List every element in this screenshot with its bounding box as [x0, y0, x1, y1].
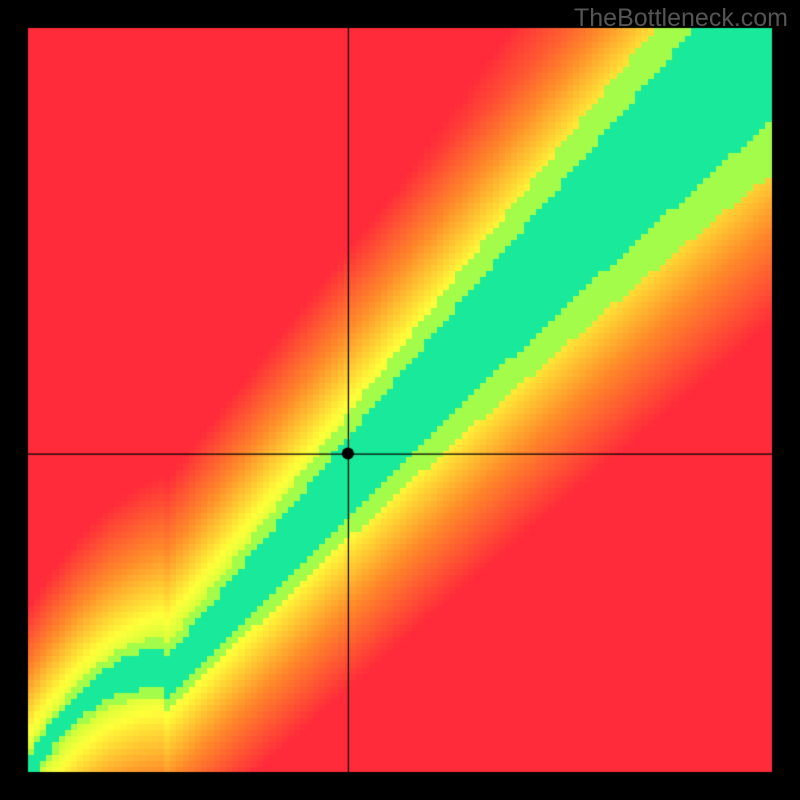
chart-container: { "attribution": { "text": "TheBottlenec…: [0, 0, 800, 800]
attribution-label: TheBottleneck.com: [574, 4, 788, 33]
bottleneck-heatmap: [0, 0, 800, 800]
